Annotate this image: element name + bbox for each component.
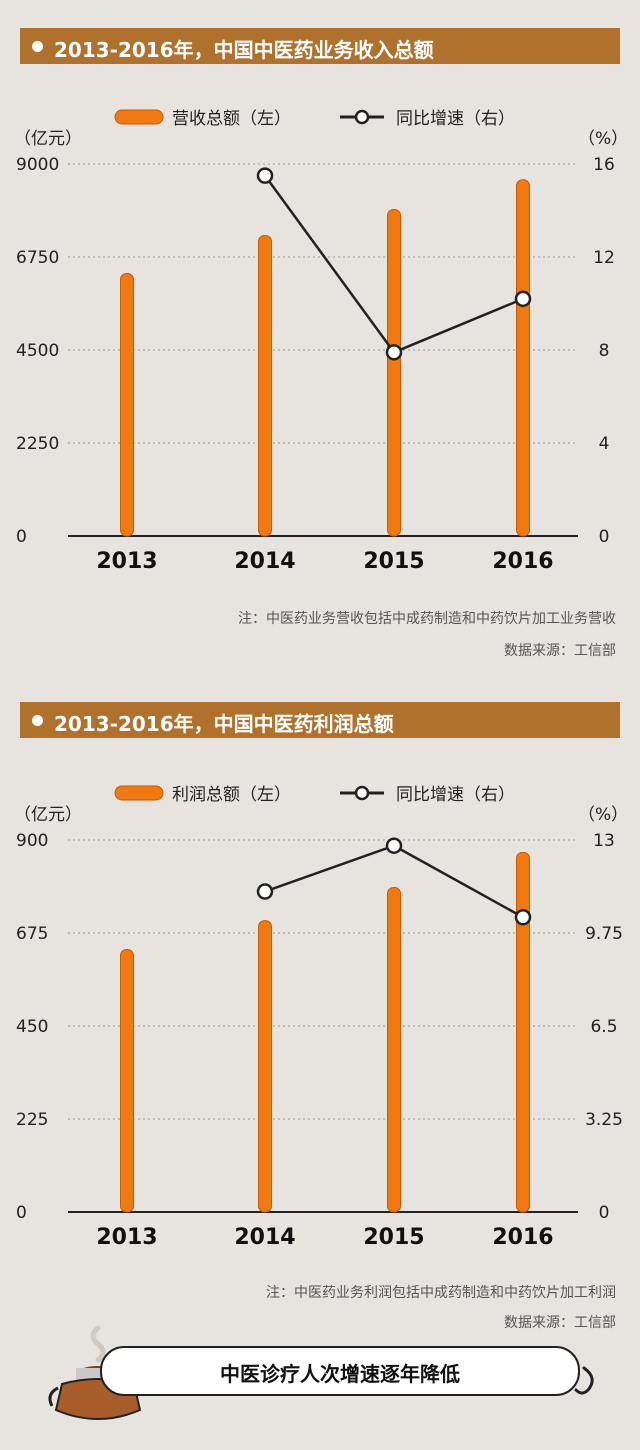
chart-1-source: 数据来源：工信部 [504,643,616,659]
growth-point [514,909,532,926]
y-left-tick-label: 0 [16,1203,27,1223]
y-right-tick-label: 0 [599,1203,610,1223]
y-left-tick-label: 225 [16,1110,48,1130]
y-right-tick-label: 9.75 [585,924,623,944]
swirl-icon [574,1366,594,1395]
y-right-tick-label: 4 [599,434,610,454]
legend-line-label: 同比增速（右） [396,109,515,129]
y-right-tick-label: 16 [593,155,615,175]
chart-2-source: 数据来源：工信部 [504,1315,616,1331]
y-left-tick-label: 2250 [16,434,59,454]
legend-bar-label: 利润总额（左） [172,785,291,805]
growth-point [514,290,532,308]
growth-point [385,344,403,361]
legend-line-marker [354,785,370,801]
x-tick-label: 2013 [96,549,157,574]
legend-bar-swatch [114,109,164,125]
chart-2-svg: 利润总额（左） 同比增速（右） （亿元） （%） 0 225 450 675 900 0 3.25 6… [14,785,628,1250]
growth-point [256,883,274,900]
growth-point [385,837,403,854]
y-left-tick-label: 0 [16,527,27,547]
legend-line-label: 同比增速（右） [396,785,515,805]
chart-1: 营收总额（左） 同比增速（右） （亿元） （%） 0 2250 4500 6750 9000 0 4… [0,100,640,574]
x-tick-label: 2015 [363,1225,424,1250]
y-left-unit-label: （亿元） [14,805,82,825]
y-right-tick-label: 0 [599,527,610,547]
y-right-tick-label: 12 [593,248,615,268]
x-tick-label: 2016 [492,1225,553,1250]
section-title: 中医诊疗人次增速逐年降低 [220,1362,460,1386]
bar [516,851,530,1213]
x-tick-label: 2014 [234,549,295,574]
y-left-tick-label: 9000 [16,155,59,175]
bar [516,179,530,537]
section-title-pill: 中医诊疗人次增速逐年降低 [100,1346,580,1396]
legend-bar-swatch [114,785,164,801]
y-left-tick-label: 900 [16,831,48,851]
y-right-tick-label: 3.25 [585,1110,623,1130]
x-tick-label: 2016 [492,549,553,574]
chart-2-banner: 2013-2016年，中国中医药利润总额 [20,702,620,738]
bar [387,887,401,1213]
y-right-tick-label: 8 [599,341,610,361]
legend-line-marker [354,109,370,125]
y-right-tick-label: 13 [593,831,615,851]
chart-1-svg: 营收总额（左） 同比增速（右） （亿元） （%） 0 2250 4500 6750 9000 0 4… [14,109,628,574]
chart-1-note: 注：中医药业务营收包括中成药制造和中药饮片加工业务营收 [238,611,616,627]
bar [120,949,134,1213]
y-left-tick-label: 450 [16,1017,48,1037]
chart-2: 利润总额（左） 同比增速（右） （亿元） （%） 0 225 450 675 900 0 3.25 6… [0,776,640,1250]
x-tick-label: 2014 [234,1225,295,1250]
y-left-tick-label: 4500 [16,341,59,361]
bullet-icon [32,715,43,726]
y-right-unit-label: （%） [578,805,628,825]
bar [258,235,272,537]
bar [387,208,401,537]
y-right-unit-label: （%） [578,129,628,149]
next-section-header: 中医诊疗人次增速逐年降低 [0,1322,640,1450]
y-left-tick-label: 675 [16,924,48,944]
y-left-unit-label: （亿元） [14,129,82,149]
bullet-icon [32,41,43,52]
bar [120,273,134,537]
chart-1-banner: 2013-2016年，中国中医药业务收入总额 [20,28,620,64]
x-tick-label: 2013 [96,1225,157,1250]
y-left-tick-label: 6750 [16,248,59,268]
legend-bar-label: 营收总额（左） [172,109,291,129]
x-tick-label: 2015 [363,549,424,574]
chart-2-note: 注：中医药业务利润包括中成药制造和中药饮片加工利润 [266,1285,616,1301]
y-right-tick-label: 6.5 [590,1017,617,1037]
chart-2-title: 2013-2016年，中国中医药利润总额 [54,712,394,736]
bar [258,920,272,1213]
chart-1-title: 2013-2016年，中国中医药业务收入总额 [54,38,434,62]
growth-point [256,167,274,184]
